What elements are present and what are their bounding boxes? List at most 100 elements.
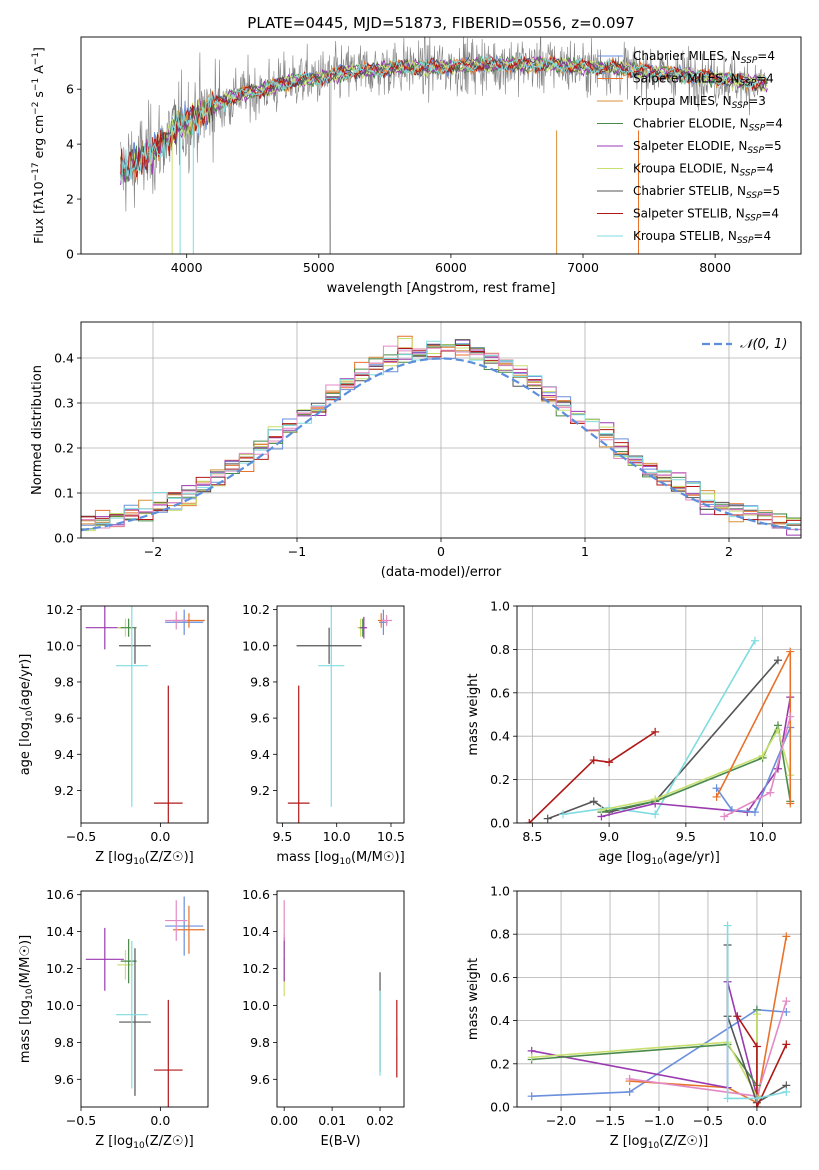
weight_vs_Z-xlabel: Z [log10​(Z/Z☉)]	[610, 1134, 708, 1151]
weight_vs_age-point-marker	[773, 725, 782, 734]
label-part: 10	[25, 988, 35, 1000]
weight_vs_Z-series-line	[726, 925, 787, 1100]
residuals-xtick-label: 2	[725, 544, 733, 559]
residuals-xlabel: (data-model)/error	[381, 565, 502, 580]
mass_vs_ebv-ytick-label: 9.6	[250, 1072, 270, 1087]
residuals-ytick-label: 0.4	[54, 351, 74, 366]
age_vs_mass-frame	[276, 605, 405, 824]
label-part: erg cm	[31, 115, 46, 163]
weight_vs_age-ytick-label: 0.4	[490, 729, 510, 744]
spectrum-model-line	[120, 55, 768, 177]
label-part: (age/yr)]	[663, 850, 720, 865]
age_vs_Z-ytick-label: 9.2	[54, 783, 74, 798]
mass_vs_ebv-panel: 0.00 0.01 0.02 9.6 9.8 10.0 10.2 10.4 10.6 E(B-V)	[242, 887, 405, 1149]
weight_vs_Z-point-marker	[723, 1094, 732, 1103]
weight_vs_Z-point-marker	[527, 1092, 536, 1101]
weight_vs_age-xtick-label: 8.5	[522, 829, 542, 844]
spectrum-ytick-label: 0	[66, 247, 74, 262]
weight_vs_age-point-marker	[651, 810, 660, 819]
residuals-ylabel: Normed distribution	[30, 365, 45, 495]
label-part: log	[320, 850, 340, 865]
mass_vs_ebv-ytick-label: 10.6	[242, 887, 270, 902]
age_vs_mass-xtick-label: 10.0	[323, 829, 351, 844]
label-part: Chabrier MILES, N	[633, 49, 741, 63]
weight_vs_age-xtick-label: 10.0	[749, 829, 777, 844]
age_vs_Z-ytick-label: 10.2	[46, 602, 74, 617]
weight_vs_Z-series-line	[629, 936, 788, 1104]
weight_vs_Z-xtick-label: −2.0	[546, 1113, 576, 1128]
mass_vs_Z-ytick-label: 10.4	[46, 924, 74, 939]
label-part: =5	[763, 184, 781, 198]
weight_vs_age-point-marker	[786, 712, 795, 721]
label-part: ]	[31, 47, 46, 52]
weight_vs_Z-xtick-label: −1.5	[595, 1113, 625, 1128]
age_vs_mass-ytick-label: 9.6	[250, 711, 270, 726]
spectrum-xlabel: wavelength [Angstrom, rest frame]	[327, 281, 556, 296]
label-part: −17	[31, 162, 41, 181]
weight_vs_age-panel: 8.5 9.0 9.5 10.0 0.0 0.2 0.4 0.6 0.8 1.0 age [log1…	[466, 599, 802, 867]
label-part: =3	[748, 94, 766, 108]
label-part: Flux [fλ10	[31, 181, 46, 244]
age_vs_mass-xtick-label: 10.5	[377, 829, 405, 844]
spectrum-xtick-label: 7000	[567, 260, 599, 275]
weight_vs_age-point-marker	[651, 727, 660, 736]
weight_vs_age-ytick-label: 0.8	[490, 642, 510, 657]
label-part: Z [	[95, 1134, 113, 1149]
label-part: =4	[757, 49, 775, 63]
weight_vs_age-point-marker	[758, 751, 767, 760]
spectrum-xtick-label: 6000	[435, 260, 467, 275]
legend-label: Salpeter STELIB, NSSP​=4	[633, 207, 779, 224]
mass_vs_Z-xtick-label: −0.5	[66, 1113, 96, 1128]
label-part: (M/M☉)]	[351, 850, 405, 865]
weight_vs_age-series-line	[715, 651, 792, 804]
mass_vs_Z-xtick-label: 0.0	[150, 1113, 170, 1128]
legend-label: Kroupa MILES, NSSP​=3	[633, 94, 766, 111]
mass_vs_ebv-xtick-label: 0.02	[366, 1113, 394, 1128]
age_vs_Z-ytick-label: 9.4	[54, 747, 74, 762]
weight_vs_Z-series-line	[531, 1009, 758, 1088]
legend-label: Kroupa STELIB, NSSP​=4	[633, 229, 771, 246]
label-part: log	[113, 850, 133, 865]
spectrum-plot-area	[120, 37, 769, 254]
age_vs_Z-ytick-label: 9.6	[54, 711, 74, 726]
legend-label: Chabrier ELODIE, NSSP​=4	[633, 117, 783, 134]
residuals-ytick-label: 0.1	[54, 486, 74, 501]
weight_vs_Z-series-line	[531, 1014, 758, 1097]
weight_vs_age-point-marker	[750, 808, 759, 817]
age_vs_mass-ytick-label: 10.0	[242, 638, 270, 653]
weight_vs_Z-point-marker	[782, 1087, 791, 1096]
mass_vs_Z-frame	[80, 890, 209, 1108]
weight_vs_age-point-marker	[712, 784, 721, 793]
label-part: Kroupa MILES, N	[633, 94, 732, 108]
weight_vs_age-point-marker	[589, 797, 598, 806]
label-part: SSP	[732, 101, 749, 111]
label-part: (Z/Z☉)]	[659, 1134, 708, 1149]
label-part: (Z/Z☉)]	[145, 850, 194, 865]
residuals-xtick-label: −1	[288, 544, 306, 559]
residuals-frame	[80, 321, 802, 539]
mass_vs_ebv-xtick-label: 0.01	[318, 1113, 346, 1128]
label-part: Kroupa STELIB, N	[633, 229, 737, 243]
label-part: Salpeter MILES, N	[633, 72, 740, 86]
figure-title: PLATE=0445, MJD=51873, FIBERID=0556, z=0…	[247, 14, 634, 32]
weight_vs_age-series-line	[601, 722, 792, 813]
weight_vs_Z-ytick-label: 0.6	[490, 970, 510, 985]
mass_vs_Z-plot-area	[85, 896, 205, 1107]
weight_vs_age-ytick-label: 0.0	[490, 816, 510, 831]
weight_vs_Z-point-marker	[625, 1074, 634, 1083]
weight_vs_age-point-marker	[589, 756, 598, 765]
weight_vs_age-plot-area	[517, 606, 801, 823]
label-part: −1	[31, 78, 41, 91]
label-part: SSP	[741, 56, 758, 66]
weight_vs_Z-ytick-label: 0.4	[490, 1013, 510, 1028]
weight_vs_age-series-line	[562, 640, 756, 816]
spectrum-ylabel: Flux [fλ10−17​ erg cm−2​ s−1​ A−1​]	[31, 47, 46, 244]
mass_vs_Z-xlabel: Z [log10​(Z/Z☉)]	[95, 1134, 193, 1151]
mass_vs_Z-ytick-label: 10.6	[46, 887, 74, 902]
residuals-panel: −2 −1 0 1 2 0.0 0.1 0.2 0.3 0.4 (data-model)/error…	[30, 321, 802, 580]
weight_vs_Z-point-marker	[723, 921, 732, 930]
weight_vs_Z-point-marker	[527, 1053, 536, 1062]
weight_vs_age-point-marker	[786, 799, 795, 808]
residuals-xtick-label: 0	[437, 544, 445, 559]
mass_vs_Z-ytick-label: 9.8	[54, 1035, 74, 1050]
